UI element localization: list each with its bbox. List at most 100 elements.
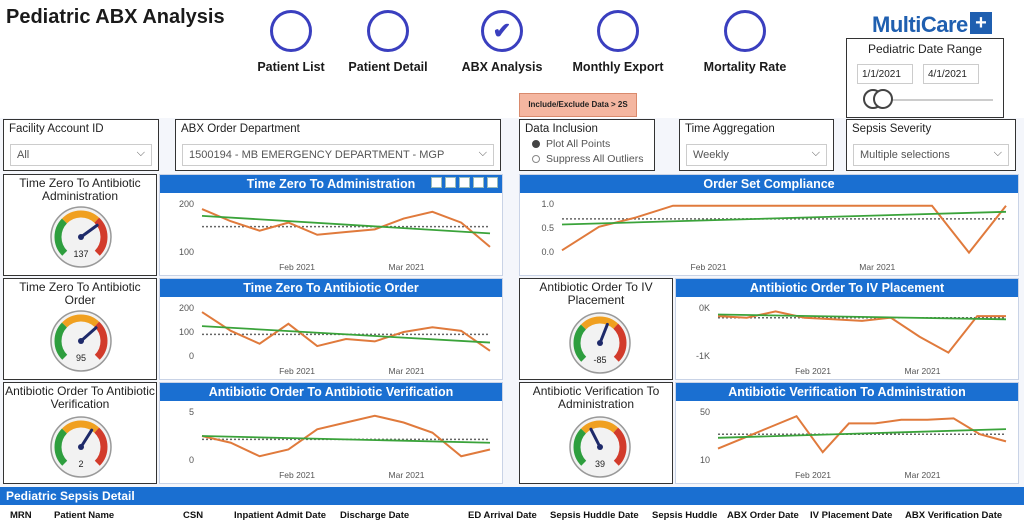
nav-abx-analysis[interactable]: ✔ ABX Analysis bbox=[447, 10, 557, 74]
gauge-needle bbox=[589, 427, 602, 449]
nav-mortality-rate[interactable]: Mortality Rate bbox=[690, 10, 800, 74]
time-aggregation-dropdown[interactable]: Weekly ⌵ bbox=[686, 144, 827, 166]
column-header[interactable]: Patient Name bbox=[54, 510, 115, 521]
gauge-band bbox=[580, 316, 619, 330]
series-line bbox=[201, 311, 491, 352]
department-dropdown[interactable]: 1500194 - MB EMERGENCY DEPARTMENT - MGP … bbox=[182, 144, 494, 166]
date-range-slider[interactable] bbox=[863, 89, 993, 111]
gauge-band bbox=[613, 323, 627, 362]
gauge-title: Antibiotic Verification To Administratio… bbox=[532, 384, 660, 411]
column-header[interactable]: Sepsis Huddle Date bbox=[550, 510, 639, 521]
x-tick-label: Mar 2021 bbox=[905, 366, 941, 376]
gauge-band bbox=[61, 314, 100, 328]
nav-patient-detail[interactable]: Patient Detail bbox=[333, 10, 443, 74]
gauge-hub bbox=[78, 338, 84, 344]
include-exclude-button[interactable]: Include/Exclude Data > 2S bbox=[519, 93, 637, 117]
date-range-slicer: Pediatric Date Range 1/1/2021 4/1/2021 bbox=[846, 38, 1004, 118]
nav-monthly-export[interactable]: Monthly Export bbox=[563, 10, 673, 74]
column-header[interactable]: ED Arrival Date bbox=[468, 510, 537, 521]
column-header[interactable]: ABX Verification Date bbox=[905, 510, 1003, 521]
column-header[interactable]: IV Placement Date bbox=[810, 510, 893, 521]
time-aggregation-slicer: Time Aggregation Weekly ⌵ bbox=[679, 119, 834, 171]
y-tick-label: 50 bbox=[700, 407, 710, 417]
filter-icon[interactable] bbox=[431, 177, 442, 188]
gauge-band bbox=[573, 428, 587, 466]
x-tick-label: Mar 2021 bbox=[389, 262, 425, 272]
chart-title: Time Zero To Antibiotic Order bbox=[160, 279, 502, 297]
gauge-needle bbox=[79, 223, 99, 239]
x-tick-label: Mar 2021 bbox=[905, 470, 941, 480]
trend-line bbox=[201, 325, 491, 344]
radio-label: Plot All Points bbox=[546, 138, 611, 150]
series-line bbox=[201, 414, 491, 458]
slicer-title: Time Aggregation bbox=[685, 123, 775, 135]
chevron-down-icon: ⌵ bbox=[811, 147, 820, 159]
nav-patient-list[interactable]: Patient List bbox=[236, 10, 346, 74]
y-tick-label: 0K bbox=[699, 303, 710, 313]
gauge-title: Antibiotic Order To Antibiotic Verificat… bbox=[5, 384, 155, 411]
column-header[interactable]: Discharge Date bbox=[340, 510, 410, 521]
dropdown-value: All bbox=[17, 149, 30, 161]
gauge-band bbox=[54, 428, 68, 466]
y-tick-label: 200 bbox=[179, 303, 194, 313]
chart-title: Antibiotic Verification To Administratio… bbox=[676, 383, 1018, 401]
slider-end-handle[interactable] bbox=[873, 89, 893, 109]
gauge-value: 95 bbox=[76, 353, 86, 363]
gauge: 137 bbox=[49, 205, 113, 274]
radio-plot-all[interactable]: Plot All Points bbox=[532, 138, 654, 150]
dropdown-value: Multiple selections bbox=[860, 149, 950, 161]
y-tick-label: 0 bbox=[189, 455, 194, 465]
gauge-card-order-verification: Antibiotic Order To Antibiotic Verificat… bbox=[3, 382, 157, 484]
start-date-input[interactable]: 1/1/2021 bbox=[857, 64, 913, 84]
slicer-title: Sepsis Severity bbox=[852, 123, 932, 135]
gauge-hub bbox=[78, 234, 84, 240]
line-chart-svg: 1.0 0.5 0.0 Feb 2021 Mar 2021 bbox=[541, 199, 1007, 272]
visual-toolbar bbox=[431, 177, 498, 188]
gauge-title: Time Zero To Antibiotic Order bbox=[19, 280, 141, 307]
series-line bbox=[561, 204, 1007, 255]
chevron-down-icon: ⌵ bbox=[993, 147, 1002, 159]
gauge: 39 bbox=[568, 415, 632, 484]
focus-icon[interactable] bbox=[473, 177, 484, 188]
slicer-title: Data Inclusion bbox=[525, 123, 598, 135]
gauge-needle bbox=[79, 326, 98, 343]
more-icon[interactable] bbox=[487, 177, 498, 188]
gauge-card-order-iv: Antibiotic Order To IV Placement -85 bbox=[519, 278, 673, 380]
gauge-needle bbox=[598, 322, 609, 345]
chart-title: Order Set Compliance bbox=[520, 175, 1018, 193]
column-header[interactable]: CSN bbox=[183, 510, 204, 521]
nav-label: Monthly Export bbox=[572, 60, 664, 74]
end-date-input[interactable]: 4/1/2021 bbox=[923, 64, 979, 84]
column-header[interactable]: MRN bbox=[10, 510, 32, 521]
gauge-needle bbox=[79, 428, 94, 449]
trend-line bbox=[561, 210, 1007, 226]
nav-circle-icon bbox=[597, 10, 639, 52]
page-title: Pediatric ABX Analysis bbox=[6, 6, 225, 28]
gauge-svg: 39 bbox=[569, 416, 631, 478]
line-chart-svg: 5 0 Feb 2021 Mar 2021 bbox=[189, 407, 491, 480]
series-line bbox=[717, 414, 1007, 454]
radio-unselected-icon bbox=[532, 155, 540, 163]
sepsis-severity-dropdown[interactable]: Multiple selections ⌵ bbox=[853, 144, 1009, 166]
y-tick-label: 100 bbox=[179, 247, 194, 257]
dropdown-value: Weekly bbox=[693, 149, 729, 161]
gauge-card-time-zero-admin: Time Zero To Antibiotic Administration 1… bbox=[3, 174, 157, 276]
y-tick-label: 0.0 bbox=[541, 247, 554, 257]
gauge-band bbox=[573, 324, 587, 362]
column-header[interactable]: Inpatient Admit Date bbox=[234, 510, 327, 521]
chart-order-iv: Antibiotic Order To IV Placement 0K -1K Fe… bbox=[675, 278, 1019, 380]
radio-suppress-outliers[interactable]: Suppress All Outliers bbox=[532, 153, 654, 165]
y-tick-label: 1.0 bbox=[541, 199, 554, 209]
sepsis-severity-slicer: Sepsis Severity Multiple selections ⌵ bbox=[846, 119, 1016, 171]
y-tick-label: 10 bbox=[700, 455, 710, 465]
drill-icon[interactable] bbox=[445, 177, 456, 188]
gauge-svg: 137 bbox=[50, 206, 112, 268]
gauge-value: 137 bbox=[73, 249, 88, 259]
facility-dropdown[interactable]: All ⌵ bbox=[10, 144, 152, 166]
gauge-band bbox=[580, 420, 619, 434]
expand-icon[interactable] bbox=[459, 177, 470, 188]
radio-label: Suppress All Outliers bbox=[546, 153, 644, 165]
column-header[interactable]: Sepsis Huddle bbox=[652, 510, 718, 521]
column-header[interactable]: ABX Order Date bbox=[727, 510, 799, 521]
nav-label: Patient Detail bbox=[348, 60, 428, 74]
